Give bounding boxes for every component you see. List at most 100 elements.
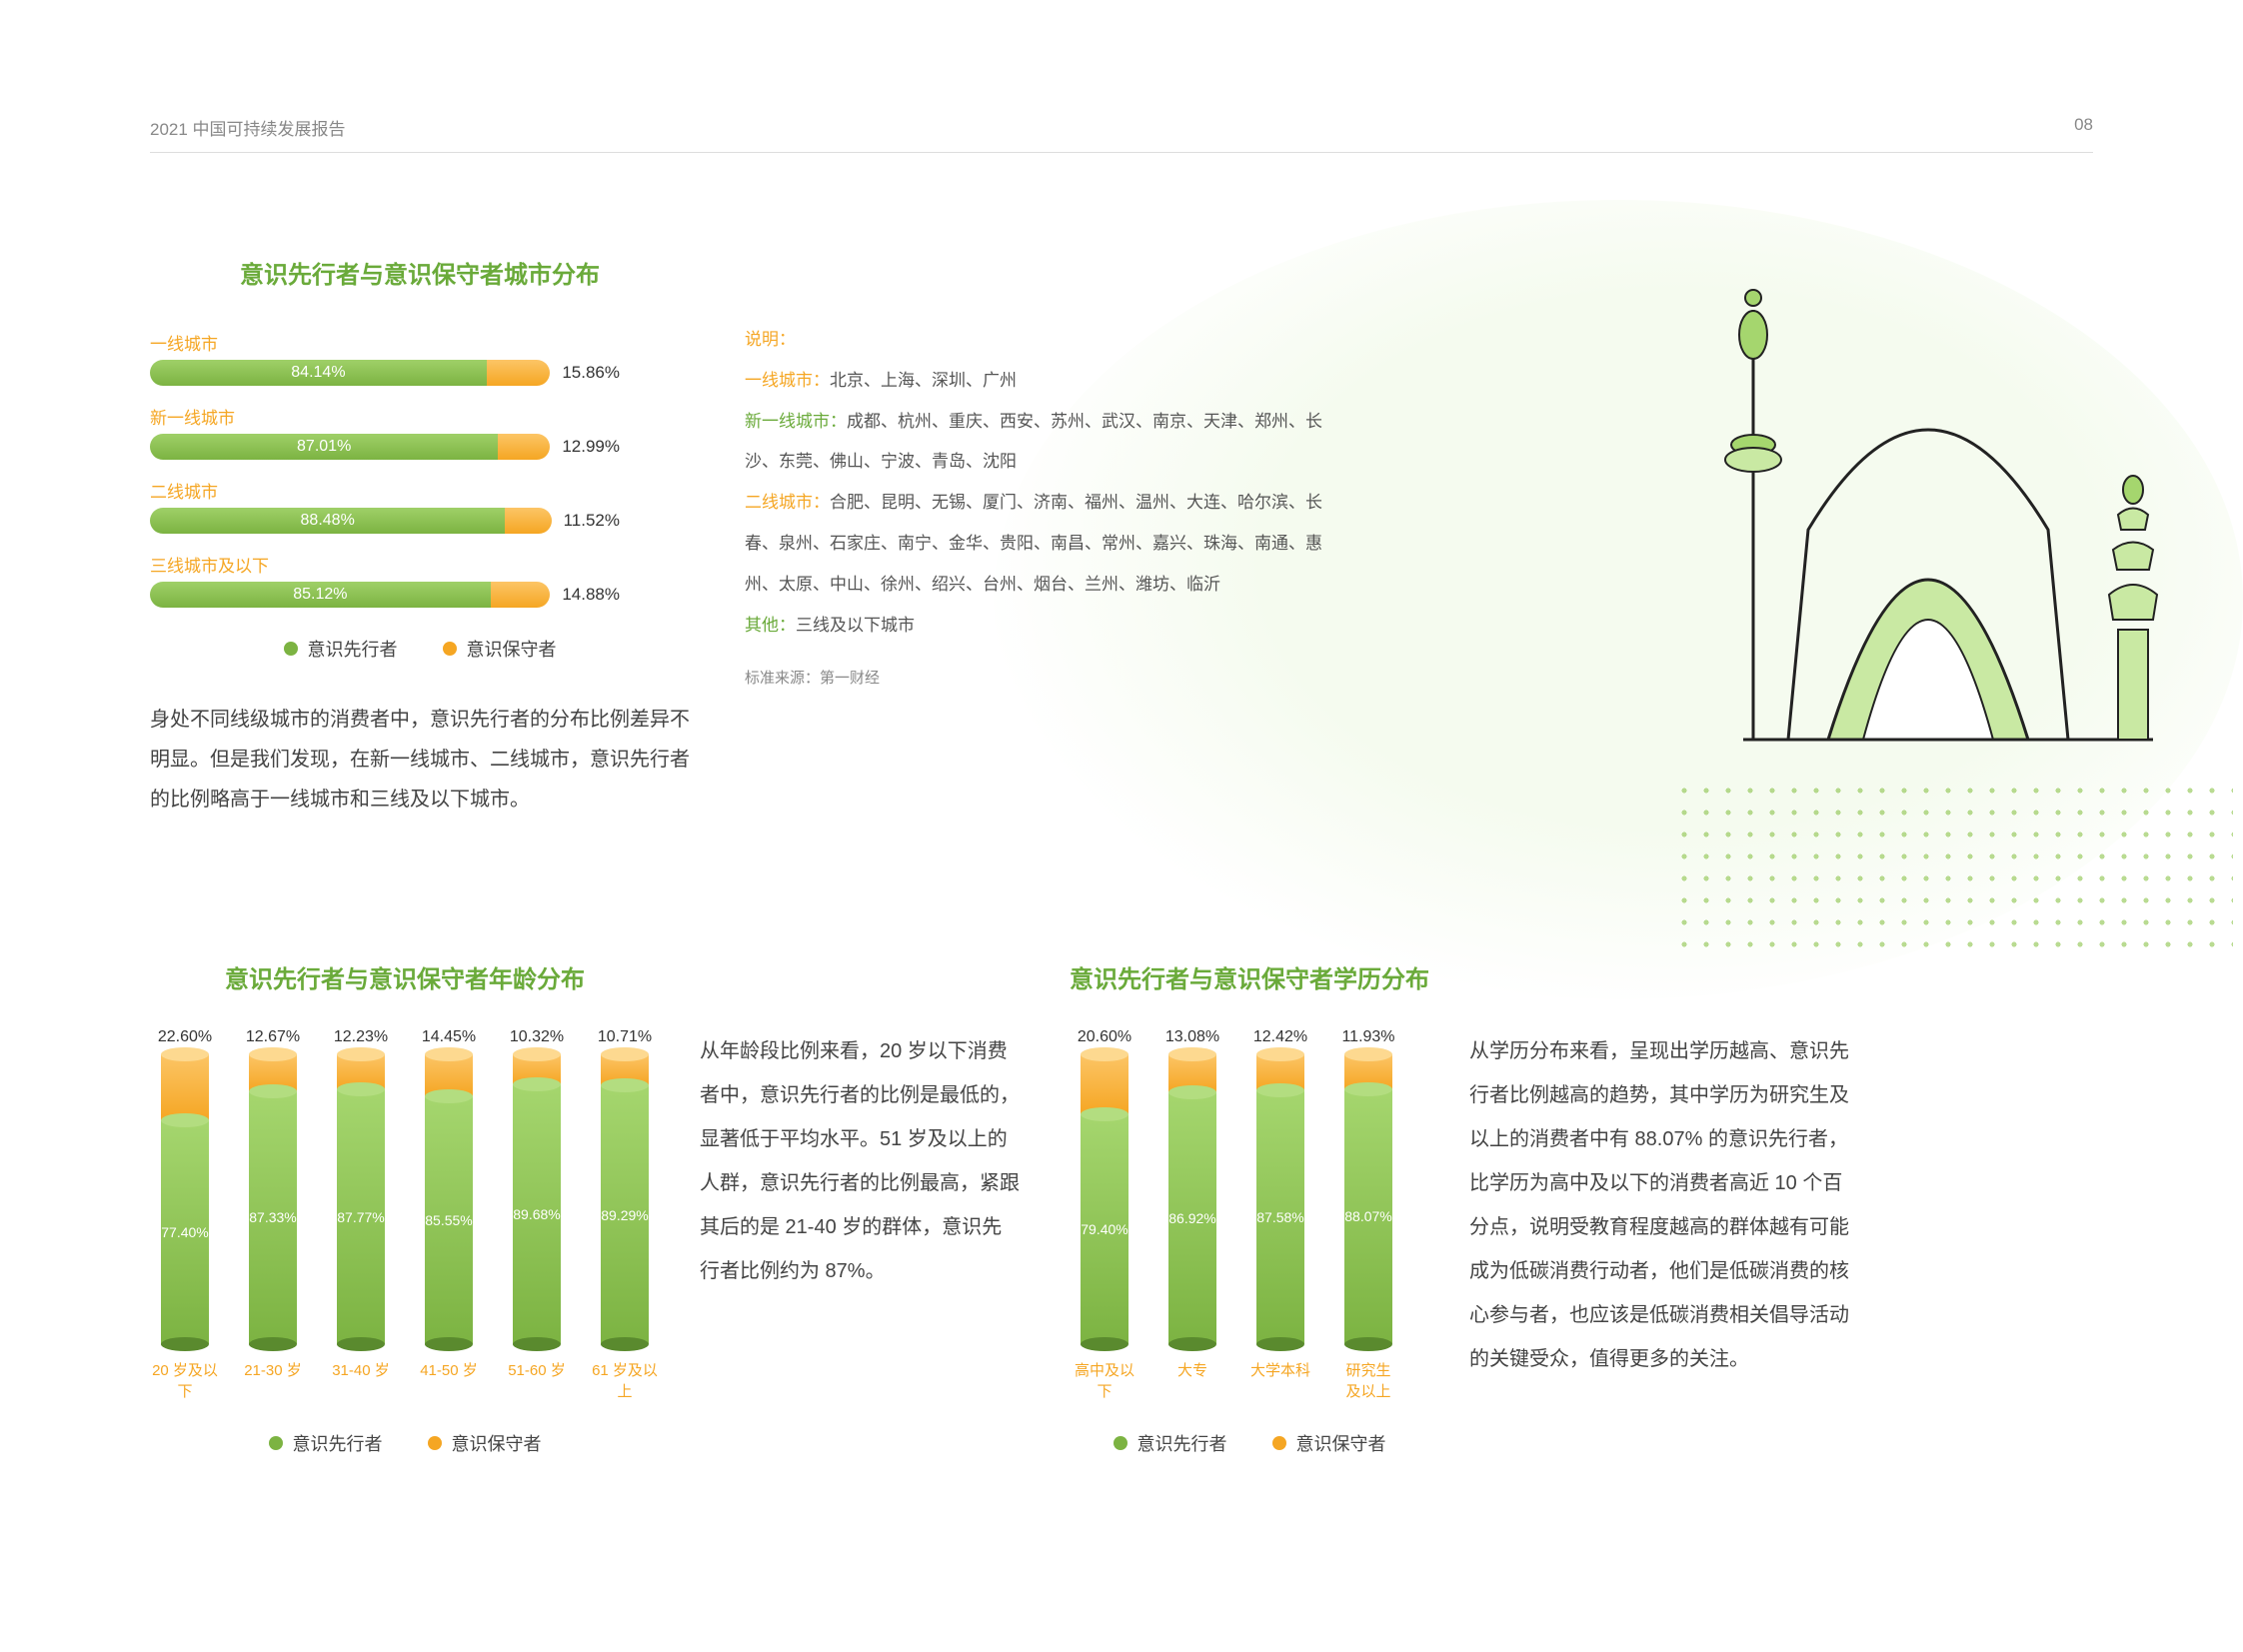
cyl-mid-cap (425, 1089, 473, 1103)
cyl-mid-cap (513, 1077, 561, 1091)
hbar-orange-segment (487, 360, 550, 386)
hbar-row: 二线城市 88.48% 11.52% (150, 478, 690, 534)
cyl-mid-cap (1081, 1107, 1128, 1121)
col-bar-item: 20.60% 79.40% 高中及以下 (1070, 1028, 1139, 1402)
col-x-label: 20 岁及以下 (150, 1360, 220, 1402)
cyl-bottom-cap (249, 1337, 297, 1351)
hbar-green-segment: 85.12% (150, 582, 491, 608)
edu-legend: 意识先行者 意识保守者 (1070, 1430, 1429, 1456)
legend-conservative-label: 意识保守者 (467, 636, 557, 662)
hbar-track: 88.48% 11.52% (150, 508, 620, 534)
hbar-orange-value: 12.99% (562, 437, 620, 457)
legend-dot-orange-icon (1272, 1436, 1286, 1450)
legend-dot-green-icon (1114, 1436, 1127, 1450)
col-bottom-value: 88.07% (1344, 1208, 1392, 1224)
cyl-green-segment: 87.58% (1256, 1090, 1304, 1344)
col-bar-item: 12.42% 87.58% 大学本科 (1245, 1028, 1315, 1402)
city-distribution-chart: 意识先行者与意识保守者城市分布 一线城市 84.14% 15.86% 新一线城市… (150, 255, 690, 662)
cyl-bottom-cap (601, 1337, 649, 1351)
cyl-mid-cap (249, 1084, 297, 1098)
tier2-label: 二线城市： (745, 493, 830, 512)
edu-legend-conservative-label: 意识保守者 (1296, 1430, 1386, 1456)
cyl-mid-cap (601, 1078, 649, 1092)
col-bottom-value: 87.33% (249, 1209, 297, 1225)
legend-pioneer: 意识先行者 (284, 636, 398, 662)
cyl-green-segment: 89.29% (601, 1085, 649, 1344)
col-cylinder: 88.07% (1344, 1054, 1392, 1344)
col-bar-item: 10.71% 89.29% 61 岁及以上 (590, 1028, 660, 1402)
cyl-green-segment: 86.92% (1168, 1092, 1216, 1344)
col-top-value: 11.93% (1341, 1028, 1394, 1046)
age-chart: 意识先行者与意识保守者年龄分布 22.60% 77.40% 20 岁及以下 12… (150, 959, 660, 1456)
col-bar-item: 12.23% 87.77% 31-40 岁 (326, 1028, 396, 1402)
hbar-orange-segment (505, 508, 551, 534)
chart1-title: 意识先行者与意识保守者城市分布 (150, 255, 690, 290)
hbar-row: 新一线城市 87.01% 12.99% (150, 404, 690, 460)
hbar-orange-value: 15.86% (562, 363, 620, 383)
cyl-green-segment: 87.77% (337, 1089, 385, 1344)
col-cylinder: 77.40% (161, 1054, 209, 1344)
age-legend-conservative: 意识保守者 (428, 1430, 542, 1456)
col-bottom-value: 87.77% (337, 1209, 385, 1225)
col-x-label: 大专 (1177, 1360, 1207, 1402)
col-bar-item: 11.93% 88.07% 研究生及以上 (1333, 1028, 1403, 1402)
col-cylinder: 89.68% (513, 1054, 561, 1344)
col-bottom-value: 87.58% (1256, 1209, 1304, 1225)
col-top-value: 20.60% (1078, 1028, 1131, 1046)
age-legend-pioneer: 意识先行者 (269, 1430, 383, 1456)
cyl-mid-cap (1256, 1083, 1304, 1097)
col-bar-item: 13.08% 86.92% 大专 (1157, 1028, 1227, 1402)
other-cities: 三线及以下城市 (796, 616, 915, 635)
legend-dot-orange (443, 642, 457, 656)
cyl-bottom-cap (425, 1337, 473, 1351)
legend-dot-green (284, 642, 298, 656)
legend-dot-green-icon (269, 1436, 283, 1450)
edu-legend-pioneer: 意识先行者 (1114, 1430, 1227, 1456)
edu-legend-conservative: 意识保守者 (1272, 1430, 1386, 1456)
col-x-label: 高中及以下 (1070, 1360, 1139, 1402)
cyl-bottom-cap (513, 1337, 561, 1351)
cyl-top-cap (601, 1047, 649, 1061)
tier1-cities: 北京、上海、深圳、广州 (830, 371, 1017, 390)
other-label: 其他： (745, 616, 796, 635)
city-tier-explanation: 说明： 一线城市：北京、上海、深圳、广州 新一线城市：成都、杭州、重庆、西安、苏… (745, 320, 1324, 697)
cyl-top-cap (337, 1047, 385, 1061)
hbar-orange-value: 11.52% (564, 511, 620, 531)
col-x-label: 21-30 岁 (244, 1360, 302, 1402)
col-top-value: 14.45% (422, 1028, 476, 1046)
cyl-bottom-cap (1344, 1337, 1392, 1351)
cyl-bottom-cap (1081, 1337, 1128, 1351)
col-bar-item: 10.32% 89.68% 51-60 岁 (502, 1028, 572, 1402)
cyl-mid-cap (1168, 1085, 1216, 1099)
cyl-top-cap (161, 1047, 209, 1061)
col-x-label: 31-40 岁 (332, 1360, 390, 1402)
cyl-top-cap (513, 1047, 561, 1061)
cyl-orange-segment (1081, 1054, 1128, 1114)
legend-conservative: 意识保守者 (443, 636, 557, 662)
cyl-green-segment: 88.07% (1344, 1089, 1392, 1344)
cyl-top-cap (249, 1047, 297, 1061)
col-top-value: 10.32% (510, 1028, 564, 1046)
cyl-top-cap (1081, 1047, 1128, 1061)
cyl-green-segment: 89.68% (513, 1084, 561, 1344)
hbar-orange-segment (498, 434, 550, 460)
col-top-value: 10.71% (598, 1028, 652, 1046)
col-bottom-value: 89.29% (601, 1207, 649, 1223)
city-illustration (1673, 280, 2193, 800)
hbar-category-label: 新一线城市 (150, 404, 690, 429)
age-legend-pioneer-label: 意识先行者 (293, 1430, 383, 1456)
column-charts-section: 意识先行者与意识保守者年龄分布 22.60% 77.40% 20 岁及以下 12… (150, 959, 2143, 1456)
tier2-cities: 合肥、昆明、无锡、厦门、济南、福州、温州、大连、哈尔滨、长春、泉州、石家庄、南宁… (745, 493, 1322, 594)
cyl-top-cap (1168, 1047, 1216, 1061)
col-x-label: 41-50 岁 (420, 1360, 478, 1402)
hbar-row: 一线城市 84.14% 15.86% (150, 330, 690, 386)
cyl-mid-cap (161, 1113, 209, 1127)
col-cylinder: 87.58% (1256, 1054, 1304, 1344)
col-cylinder: 86.92% (1168, 1054, 1216, 1344)
cyl-top-cap (1256, 1047, 1304, 1061)
dot-pattern-decor (1673, 780, 2233, 959)
hbar-green-segment: 87.01% (150, 434, 498, 460)
hbar-category-label: 二线城市 (150, 478, 690, 503)
newtier1-label: 新一线城市： (745, 412, 847, 431)
header-left: 2021 中国可持续发展报告 (150, 115, 346, 140)
